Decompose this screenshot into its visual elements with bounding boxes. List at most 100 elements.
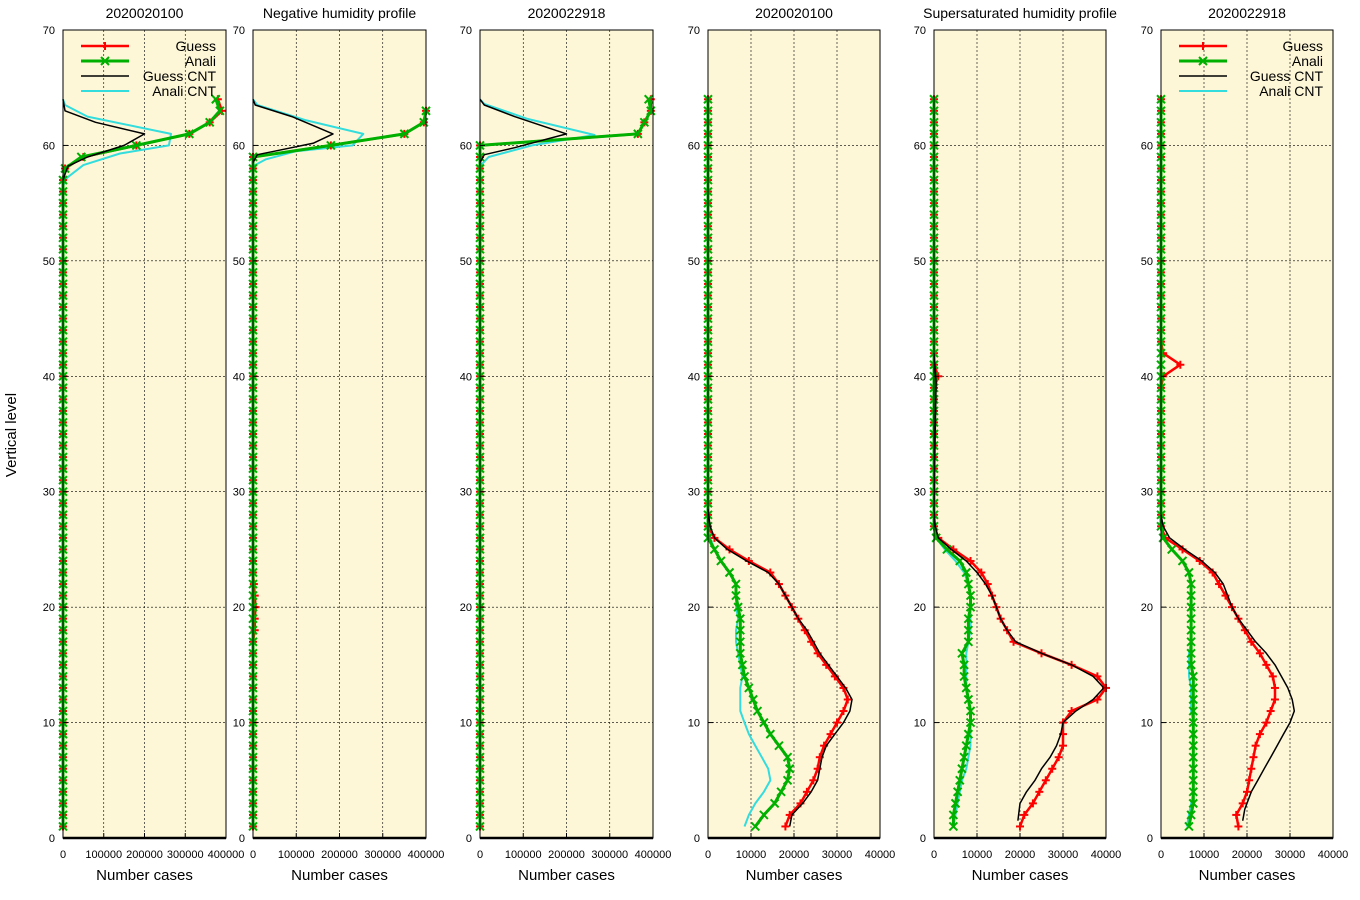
data-point: [1188, 798, 1198, 809]
y-tick-label: 50: [460, 256, 472, 268]
data-point: [1186, 590, 1196, 601]
y-tick-label: 20: [688, 602, 700, 614]
data-point: [961, 683, 971, 693]
marker-d2: [931, 533, 941, 543]
legend-marker: [100, 56, 110, 66]
panel-title: 2020020100: [106, 5, 184, 21]
data-point: [769, 798, 780, 809]
panel-title: 2020020100: [755, 5, 833, 21]
marker-d2: [716, 556, 726, 566]
marker-d2: [643, 94, 654, 104]
marker-d2: [1188, 729, 1198, 739]
series-line: [62, 98, 172, 187]
data-point: [759, 717, 769, 728]
marker-d2: [1188, 706, 1198, 716]
marker-d2: [963, 579, 974, 589]
data-point: [1247, 764, 1256, 773]
x-tick-label: 40000: [865, 849, 896, 861]
y-tick-label: 50: [233, 256, 245, 268]
marker-d2: [1167, 544, 1177, 555]
x-axis-label: Number cases: [291, 867, 388, 884]
marker-d2: [731, 579, 741, 589]
marker-d2: [961, 567, 971, 578]
marker-d2: [633, 129, 643, 139]
marker-d2: [735, 637, 745, 647]
x-tick-label: 0: [250, 849, 256, 861]
marker-d2: [1188, 717, 1198, 728]
y-tick-label: 0: [239, 833, 245, 845]
x-tick-label: 400000: [635, 849, 672, 861]
data-point: [774, 740, 784, 751]
y-tick-label: 10: [1141, 718, 1153, 730]
chart-panel-5: 0 10 20 30 40 50 60 70 0 10000 20000 30000 40000 Supe…: [914, 5, 1122, 884]
legend-label: Anali CNT: [152, 83, 216, 99]
x-tick-label: 0: [60, 849, 66, 861]
marker-d2: [1188, 787, 1198, 797]
marker-d2: [1158, 533, 1168, 543]
marker-d2: [1188, 694, 1198, 705]
series-line: [252, 99, 334, 164]
data-point: [1188, 764, 1198, 774]
data-point: [735, 648, 745, 659]
y-tick-label: 10: [233, 718, 245, 730]
marker-d2: [959, 660, 969, 670]
y-tick-label: 0: [49, 833, 55, 845]
data-point: [739, 671, 750, 682]
data-point: [948, 810, 959, 820]
x-axis-label: Number cases: [518, 867, 615, 884]
x-axis-label: Number cases: [1199, 867, 1296, 884]
marker-d2: [419, 117, 429, 128]
x-tick-label: 100000: [85, 849, 122, 861]
data-point: [1059, 741, 1067, 750]
data-point: [776, 787, 786, 797]
marker-d2: [646, 106, 656, 116]
x-tick-label: 20000: [1232, 849, 1263, 861]
data-point: [737, 660, 748, 670]
data-point: [782, 775, 793, 785]
data-point: [839, 707, 848, 716]
marker-d2: [1184, 567, 1194, 578]
marker-d2: [765, 729, 776, 739]
marker-d2: [1188, 752, 1198, 762]
data-point: [639, 117, 650, 128]
marker-d2: [1188, 671, 1198, 682]
marker-d2: [709, 544, 720, 555]
y-tick-label: 70: [43, 25, 55, 37]
data-point: [1177, 556, 1188, 566]
data-point: [750, 821, 761, 832]
data-point: [1232, 810, 1241, 819]
data-point: [1186, 625, 1196, 635]
data-point: [731, 590, 741, 601]
y-tick-label: 10: [43, 718, 55, 730]
data-point: [963, 625, 974, 635]
data-point: [1186, 810, 1196, 820]
x-tick-label: 30000: [1048, 849, 1079, 861]
series-anali-cnt: [62, 98, 172, 187]
marker-d2: [326, 140, 336, 151]
marker-d2: [1188, 683, 1198, 693]
marker-d2: [735, 648, 745, 659]
data-point: [326, 140, 336, 151]
legend-label: Anali CNT: [1259, 83, 1323, 99]
y-tick-label: 60: [1141, 140, 1153, 152]
marker-d2: [948, 810, 959, 820]
data-point: [963, 729, 974, 739]
x-axis-label: Number cases: [972, 867, 1069, 884]
legend-label: Guess CNT: [1250, 68, 1324, 84]
marker-d2: [957, 764, 967, 774]
data-point: [1188, 729, 1198, 739]
marker-d2: [1188, 775, 1198, 785]
data-point: [716, 556, 726, 566]
data-point: [1251, 741, 1260, 750]
marker-d2: [965, 602, 976, 612]
data-point: [782, 752, 793, 762]
x-tick-label: 10000: [1189, 849, 1220, 861]
y-tick-label: 50: [914, 256, 926, 268]
marker-d2: [782, 775, 793, 785]
y-tick-label: 40: [43, 371, 55, 383]
y-tick-label: 70: [914, 25, 926, 37]
data-point: [1035, 787, 1044, 796]
x-tick-label: 40000: [1318, 849, 1349, 861]
marker-d2: [735, 613, 745, 624]
marker-d2: [1186, 625, 1196, 635]
